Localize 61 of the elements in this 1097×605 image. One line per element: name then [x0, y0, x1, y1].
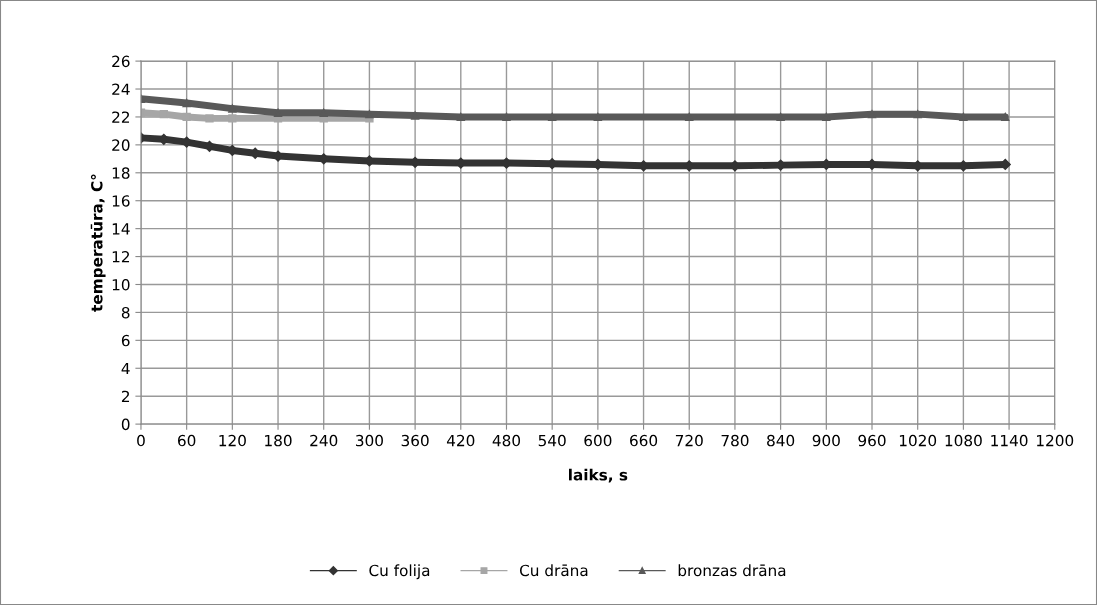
- point: [959, 112, 968, 122]
- x-tick-label: 480: [492, 434, 521, 447]
- x-tick-label: 840: [767, 434, 795, 447]
- point: [867, 109, 877, 119]
- point: [685, 112, 694, 122]
- x-tick-label: 1200: [1037, 434, 1074, 447]
- x-tick-label: 600: [584, 434, 612, 447]
- point: [365, 109, 374, 119]
- point: [319, 108, 328, 117]
- legend-label: Cu folija: [369, 564, 430, 580]
- point: [159, 109, 168, 119]
- point: [593, 112, 603, 122]
- x-tick-label: 960: [858, 434, 886, 447]
- point: [228, 104, 237, 113]
- x-tick-label: 360: [401, 434, 429, 447]
- y-tick-label: 4: [121, 362, 130, 375]
- x-tick-label: 660: [630, 434, 658, 447]
- x-tick-label: 180: [265, 434, 292, 447]
- y-tick-label: 6: [121, 334, 130, 347]
- point: [456, 112, 465, 122]
- point: [502, 112, 511, 122]
- point: [410, 111, 420, 120]
- x-tick-label: 720: [675, 434, 703, 447]
- point: [548, 112, 557, 122]
- y-axis-title: temperatūra, C°: [90, 174, 106, 312]
- y-tick-label: 16: [112, 195, 130, 207]
- x-tick-label: 240: [310, 434, 338, 447]
- y-tick-label: 2: [121, 390, 130, 402]
- x-tick-label: 1020: [899, 434, 937, 447]
- y-tick-label: 14: [112, 223, 130, 235]
- point: [228, 114, 237, 123]
- x-tick-label: 1080: [945, 434, 982, 447]
- y-tick-label: 20: [112, 139, 130, 151]
- point: [776, 112, 785, 122]
- y-tick-label: 18: [112, 167, 130, 179]
- y-tick-label: 10: [112, 278, 130, 291]
- x-tick-label: 0: [137, 434, 145, 447]
- point: [913, 109, 922, 119]
- legend-label: bronzas drāna: [678, 564, 786, 577]
- point: [273, 108, 283, 117]
- x-tick-label: 300: [356, 434, 383, 447]
- x-tick-label: 120: [219, 434, 246, 447]
- y-tick-label: 26: [112, 55, 130, 68]
- y-tick-label: 0: [121, 418, 130, 431]
- x-tick-label: 540: [538, 434, 566, 447]
- point: [182, 112, 191, 122]
- x-tick-label: 420: [446, 434, 475, 447]
- legend-label: Cu drāna: [519, 564, 588, 577]
- y-tick-label: 22: [112, 111, 130, 123]
- x-tick-label: 780: [721, 434, 749, 447]
- point: [182, 98, 191, 108]
- x-tick-label: 1140: [991, 434, 1028, 447]
- y-tick-label: 12: [112, 251, 130, 263]
- point: [205, 114, 214, 123]
- point: [822, 112, 831, 122]
- x-tick-label: 900: [812, 434, 840, 447]
- y-tick-label: 8: [121, 306, 130, 319]
- x-axis-title: laiks, s: [569, 468, 628, 483]
- y-tick-label: 24: [112, 83, 130, 95]
- x-tick-label: 60: [178, 434, 196, 447]
- point: [1001, 112, 1010, 122]
